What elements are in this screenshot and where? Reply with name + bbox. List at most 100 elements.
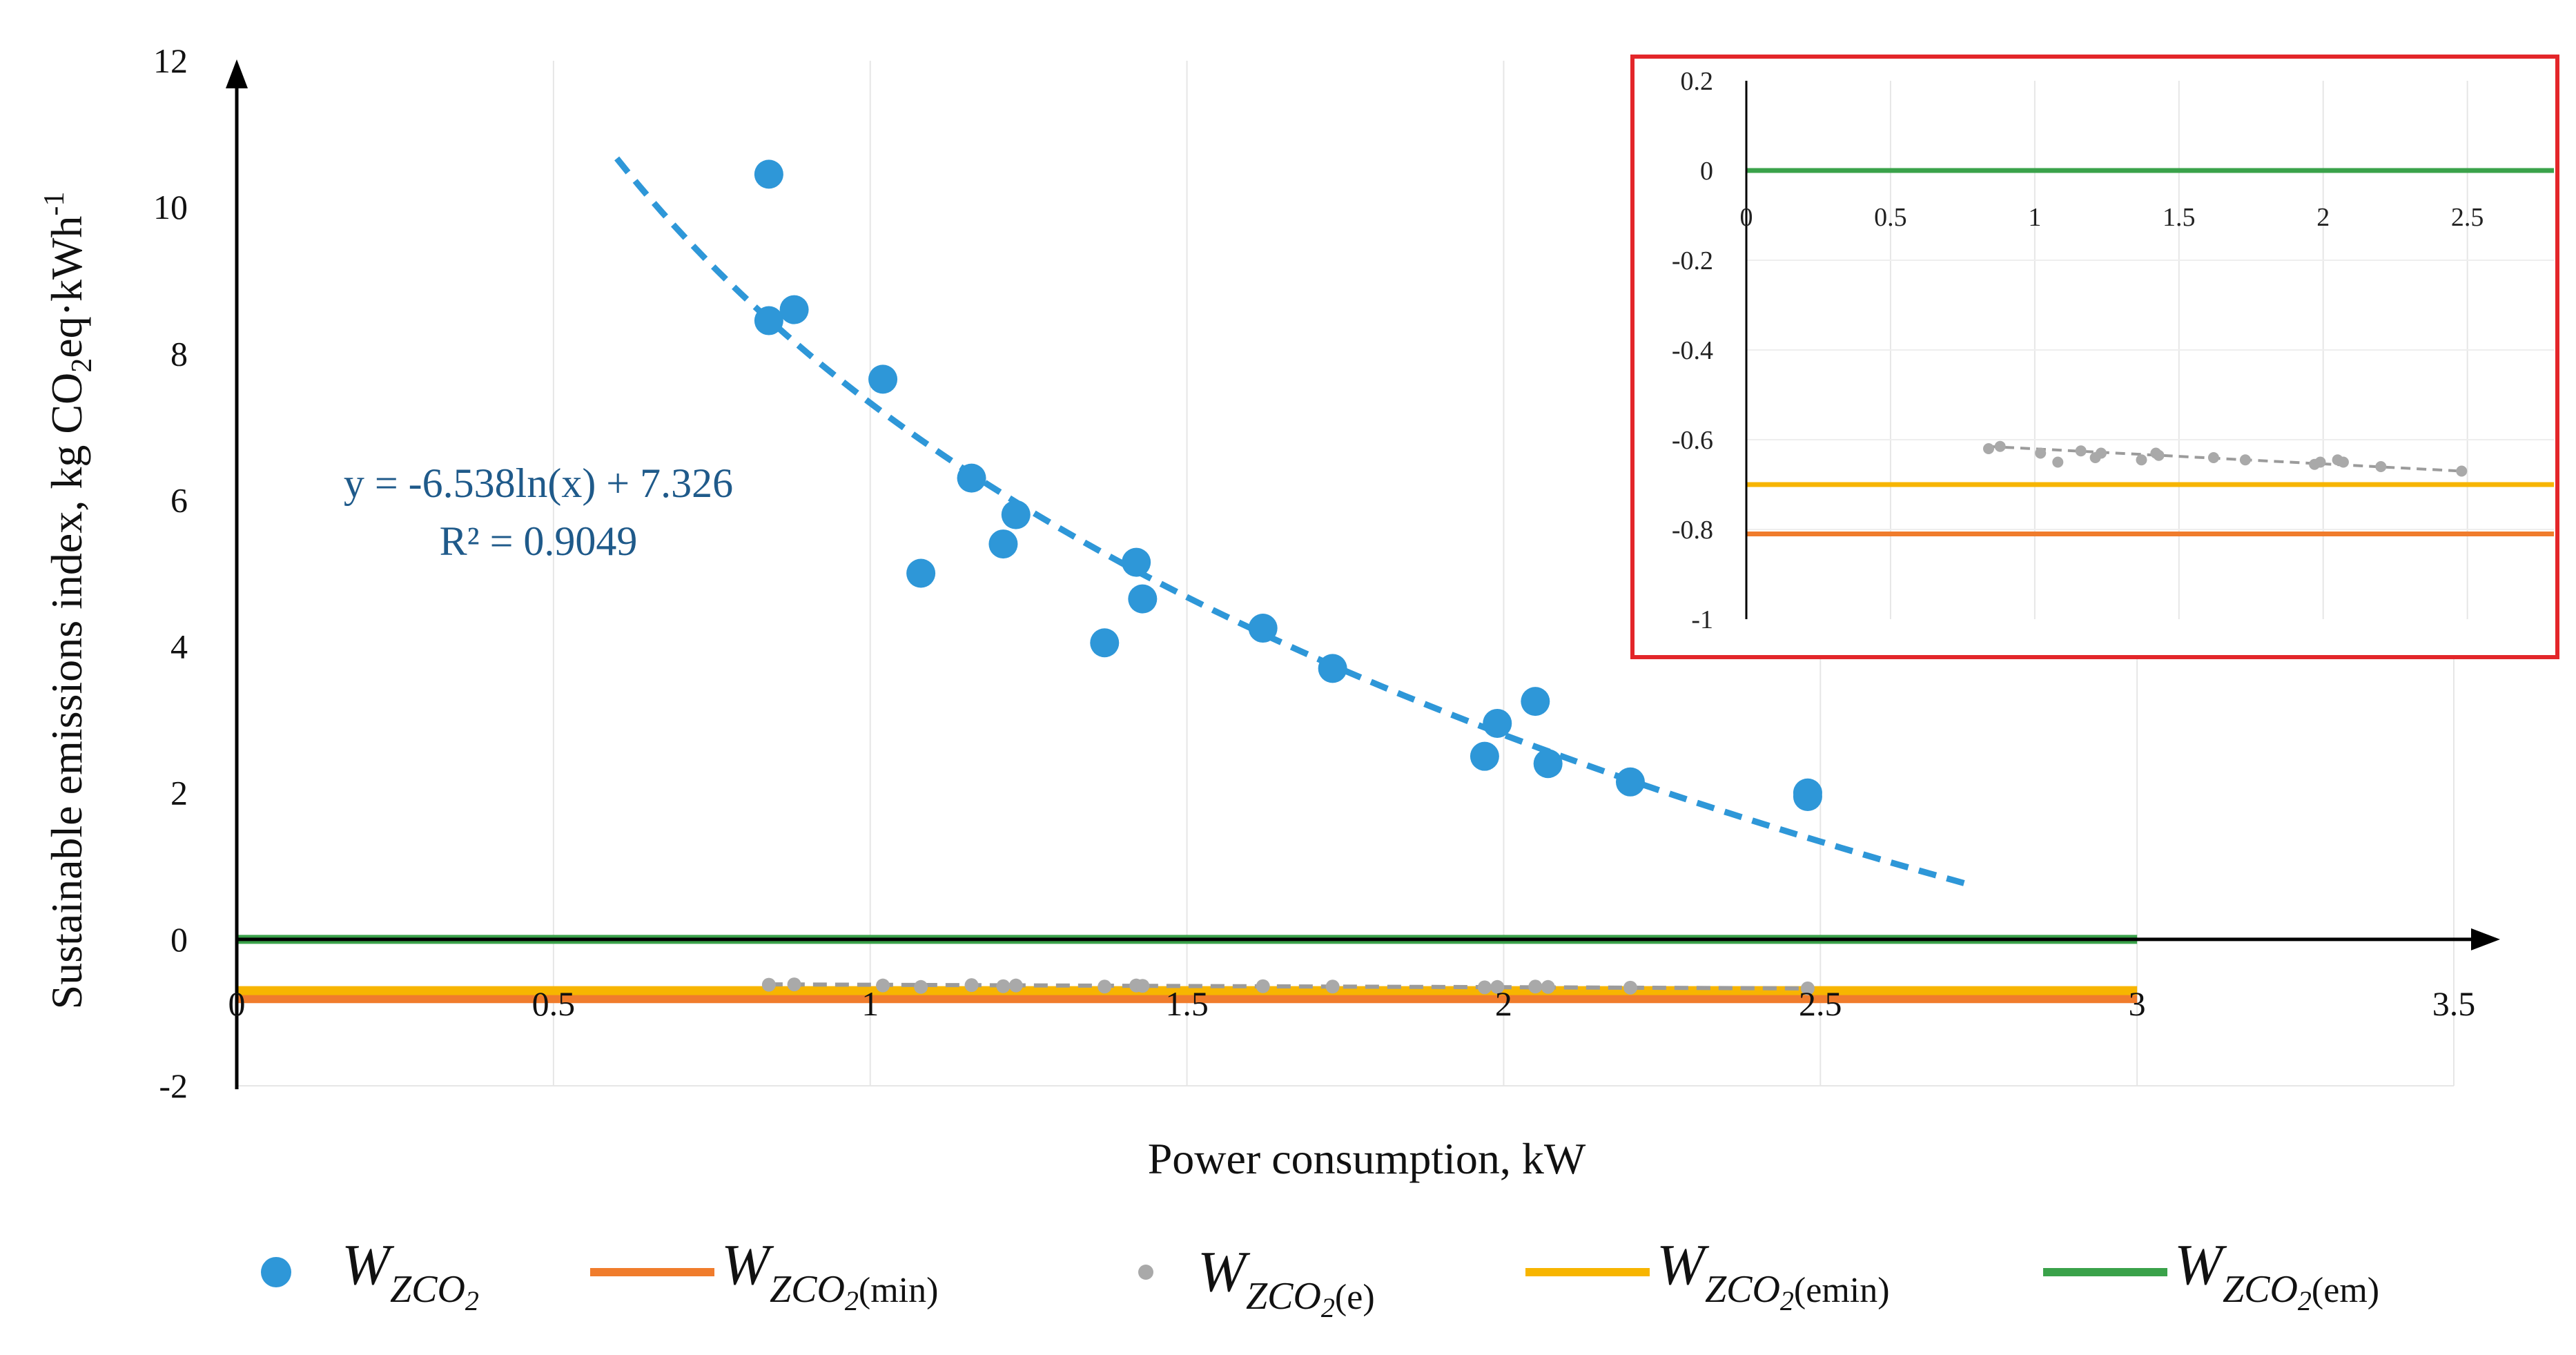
inset-y-tick-label-4: -0.6	[1672, 426, 1713, 455]
log-trendline	[614, 156, 1967, 887]
inset-point-13	[2314, 456, 2326, 468]
inset-x-tick-label-4: 2	[2316, 203, 2330, 232]
wzco2-point-17	[1615, 767, 1645, 797]
x-tick-label-4: 2	[1495, 984, 1512, 1023]
legend-label-wzco2-e-sub2: 2	[1321, 1292, 1335, 1323]
legend-label-wzco2-e: WZCO2(e)	[1198, 1240, 1375, 1323]
legend-label-wzco2-min-sub2: 2	[845, 1285, 859, 1316]
inset-point-1	[1994, 440, 2006, 452]
legend-label-wzco2-emin-paren: (emin)	[1794, 1271, 1890, 1310]
y-tick-label-6: 10	[153, 188, 188, 226]
y-tick-label-4: 6	[170, 480, 188, 519]
y-axis-title-main: Sustainable emissions index, kg CO	[42, 373, 91, 1010]
wzco2-e-point-12	[1477, 980, 1492, 995]
wzco2-point-2	[779, 295, 809, 324]
wzco2-point-6	[988, 529, 1018, 559]
legend-label-wzco2-em-w: W	[2174, 1233, 2227, 1297]
legend-label-wzco2-emin: WZCO2(emin)	[1657, 1233, 1890, 1316]
legend-label-wzco2-emin-sub2: 2	[1780, 1285, 1794, 1316]
inset-y-tick-label-3: -0.4	[1672, 336, 1713, 365]
main-data-points	[754, 159, 1822, 995]
wzco2-point-15	[1521, 687, 1550, 717]
trendline-equation: y = -6.538ln(x) + 7.326	[344, 460, 733, 506]
wzco2-e-point-5	[996, 979, 1011, 993]
wzco2-e-point-0	[761, 977, 776, 992]
y-tick-label-5: 8	[170, 334, 188, 373]
legend-label-wzco2-min-w: W	[721, 1233, 774, 1297]
x-axis-title: Power consumption, kW	[1148, 1134, 1586, 1183]
wzco2-e-point-4	[964, 978, 979, 993]
x-tick-label-2: 1	[861, 984, 879, 1023]
legend-label-wzco2-e-w: W	[1198, 1240, 1251, 1304]
legend-label-wzco2-min-sub: ZCO	[770, 1268, 845, 1311]
wzco2-e-point-3	[914, 979, 928, 994]
inset-point-17	[2456, 465, 2468, 477]
wzco2-point-11	[1248, 614, 1278, 643]
inset-x-tick-label-3: 1.5	[2163, 203, 2196, 232]
wzco2-point-10	[1128, 584, 1158, 614]
legend-label-wzco2: WZCO2	[342, 1233, 479, 1316]
legend-label-wzco2-sub: ZCO	[390, 1268, 465, 1311]
legend-item-wzco2-min: WZCO2(min)	[590, 1233, 938, 1316]
y-tick-label-1: 0	[170, 920, 188, 959]
legend-marker-wzco2	[261, 1257, 291, 1287]
legend-label-wzco2-emin-w: W	[1657, 1233, 1710, 1297]
inset-point-3	[2052, 456, 2064, 468]
inset-y-tick-label-2: -0.2	[1672, 246, 1713, 275]
legend-label-wzco2-min: WZCO2(min)	[721, 1233, 938, 1316]
y-axis-title: Sustainable emissions index, kg CO2eq·kW…	[39, 192, 98, 1010]
wzco2-e-point-10	[1256, 979, 1270, 993]
inset-chart: 0 0.5 1 1.5 2 2.5 0.2 0 -0.2 -0.4 -0.6 -0.8 -1	[1630, 55, 2559, 659]
wzco2-point-9	[1122, 547, 1151, 577]
legend-item-wzco2-emin: WZCO2(emin)	[1525, 1233, 1890, 1316]
wzco2-point-0	[754, 159, 783, 189]
legend-label-wzco2-emin-sub: ZCO	[1705, 1268, 1780, 1311]
wzco2-e-point-9	[1135, 979, 1150, 993]
legend-item-wzco2-e: WZCO2(e)	[1138, 1240, 1375, 1323]
wzco2-e-point-16	[1623, 980, 1637, 995]
x-axis-arrowhead	[2471, 928, 2500, 951]
trendline-r-squared: R² = 0.9049	[440, 518, 638, 564]
main-axes	[226, 59, 2500, 1089]
inset-point-2	[2035, 447, 2047, 459]
wzco2-point-5	[957, 463, 986, 493]
y-tick-label-2: 2	[170, 774, 188, 812]
inset-point-9	[2153, 449, 2165, 461]
inset-border	[1630, 55, 2559, 659]
legend-label-wzco2-em: WZCO2(em)	[2174, 1233, 2379, 1316]
wzco2-e-point-1	[787, 977, 801, 992]
wzco2-e-point-15	[1541, 979, 1555, 994]
x-tick-label-6: 3	[2129, 984, 2146, 1023]
x-tick-label-1: 0.5	[532, 984, 576, 1023]
y-axis-arrowhead	[226, 59, 248, 88]
wzco2-e-point-6	[1008, 978, 1023, 993]
legend: WZCO2 WZCO2(min) WZCO2(e) WZCO2(emin) WZ…	[261, 1233, 2379, 1323]
legend-label-wzco2-sub2: 2	[465, 1285, 479, 1316]
wzco2-point-13	[1470, 741, 1499, 771]
inset-point-11	[2239, 454, 2251, 466]
inset-x-tick-label-5: 2.5	[2451, 203, 2484, 232]
wzco2-point-7	[1001, 500, 1031, 529]
wzco2-point-3	[868, 364, 898, 394]
legend-label-wzco2-em-paren: (em)	[2312, 1271, 2379, 1310]
inset-tick-labels: 0 0.5 1 1.5 2 2.5 0.2 0 -0.2 -0.4 -0.6 -0.8 -1	[1672, 67, 2484, 634]
inset-x-tick-label-1: 0.5	[1874, 203, 1907, 232]
y-axis-title-sup: -1	[39, 192, 70, 216]
wzco2-point-14	[1483, 708, 1512, 738]
y-tick-label-0: -2	[159, 1066, 188, 1105]
legend-item-wzco2-em: WZCO2(em)	[2043, 1233, 2379, 1316]
wzco2-point-1	[754, 306, 783, 335]
wzco2-point-12	[1318, 654, 1347, 683]
wzco2-point-4	[906, 558, 936, 588]
legend-label-wzco2-e-paren: (e)	[1335, 1278, 1375, 1317]
wzco2-e-point-14	[1528, 979, 1543, 994]
inset-point-6	[2095, 447, 2107, 459]
inset-x-tick-label-2: 1	[2028, 203, 2041, 232]
legend-label-wzco2-em-sub2: 2	[2298, 1285, 2312, 1316]
y-axis-title-tail: eq·kWh	[42, 216, 91, 358]
x-tick-label-3: 1.5	[1165, 984, 1209, 1023]
inset-point-0	[1983, 443, 1994, 454]
inset-y-tick-label-5: -0.8	[1672, 516, 1713, 545]
